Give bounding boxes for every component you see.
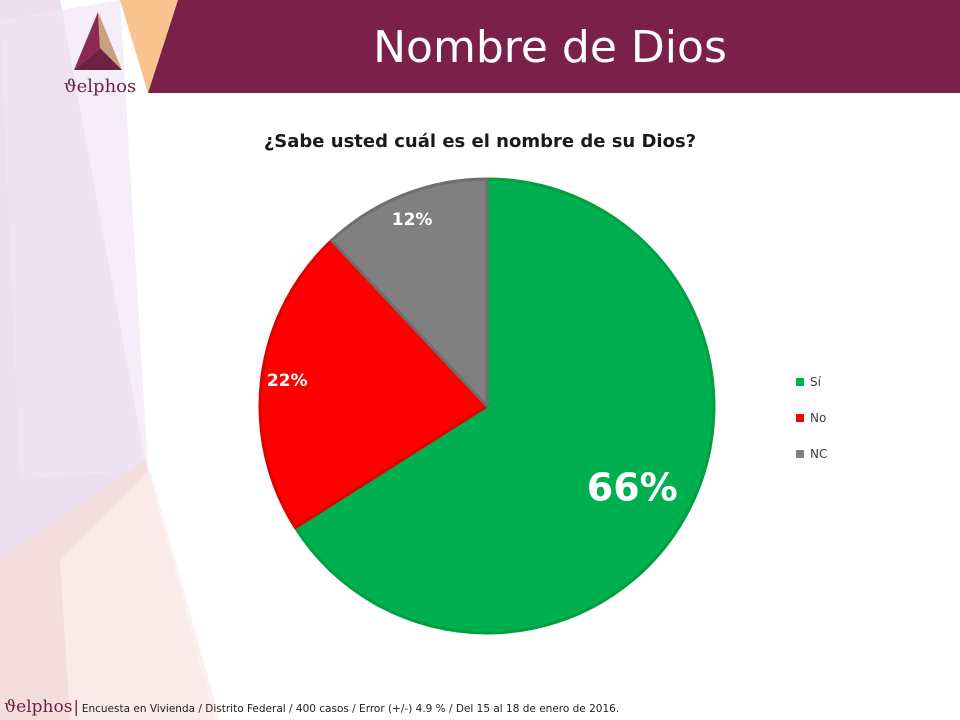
legend-label: No — [810, 411, 827, 425]
lavender-shape-light — [0, 0, 148, 480]
legend-label: Sí — [810, 375, 821, 389]
legend-swatch — [796, 450, 804, 458]
pink-shape-light — [60, 470, 220, 720]
footer-note: Encuesta en Vivienda / Distrito Federal … — [81, 703, 620, 715]
pie-slice-nc — [330, 177, 489, 408]
data-label-1: 22% — [267, 371, 308, 391]
pie-slice-no — [258, 239, 489, 530]
legend-item: No — [796, 410, 827, 446]
legend-item: Sí — [796, 374, 827, 410]
header-band — [148, 0, 960, 93]
data-label-0: 66% — [587, 465, 678, 509]
footer-separator: | — [73, 697, 79, 716]
footer-logo: ϑelphos — [4, 697, 73, 717]
delphos-logo-mark — [74, 12, 122, 70]
footer: ϑelphos | Encuesta en Vivienda / Distrit… — [4, 697, 619, 717]
legend-item: NC — [796, 446, 827, 482]
legend-swatch — [796, 414, 804, 422]
chart-legend: Sí No NC — [796, 374, 827, 482]
legend-swatch — [796, 378, 804, 386]
logo-text: ϑelphos — [63, 76, 137, 97]
page-title: Nombre de Dios — [373, 22, 727, 73]
legend-label: NC — [810, 447, 828, 461]
chart-title: ¿Sabe usted cuál es el nombre de su Dios… — [263, 131, 697, 152]
peach-shape — [120, 0, 178, 93]
pie-slice-si — [293, 177, 716, 635]
data-label-2: 12% — [392, 210, 433, 230]
delphos-logo: ϑelphos — [60, 4, 140, 100]
